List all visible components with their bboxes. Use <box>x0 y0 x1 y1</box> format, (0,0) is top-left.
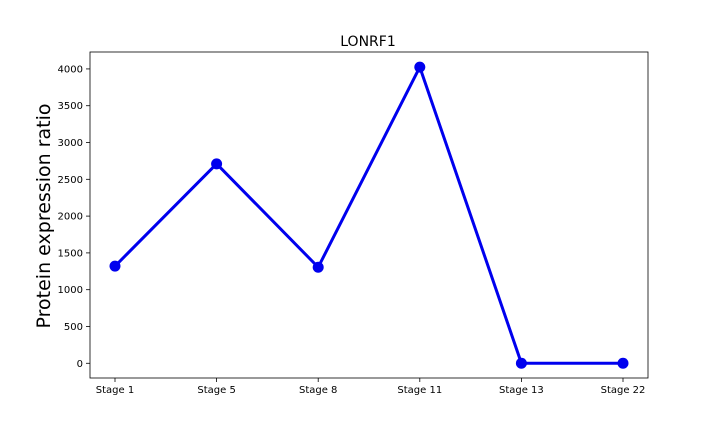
y-tick-label: 2000 <box>58 212 83 223</box>
x-tick-label: Stage 13 <box>499 385 544 396</box>
plot-area-frame <box>90 52 648 378</box>
chart-title: LONRF1 <box>340 34 395 50</box>
x-tick-label: Stage 22 <box>601 385 646 396</box>
y-tick-label: 3000 <box>58 138 83 149</box>
y-tick-label: 3500 <box>58 101 83 112</box>
data-point <box>211 158 222 169</box>
data-point <box>313 262 324 273</box>
y-axis-ticks: 0 500 1000 1500 2000 2500 3000 3500 4000 <box>58 64 90 369</box>
data-point <box>516 358 527 369</box>
series-layer <box>110 62 629 369</box>
y-tick-label: 0 <box>77 359 83 370</box>
series-line <box>115 67 623 363</box>
y-tick-label: 1500 <box>58 248 83 259</box>
y-tick-label: 500 <box>64 322 83 333</box>
data-point <box>618 358 629 369</box>
y-tick-label: 2500 <box>58 175 83 186</box>
data-point <box>414 62 425 73</box>
x-tick-label: Stage 1 <box>96 385 134 396</box>
x-axis-ticks: Stage 1 Stage 5 Stage 8 Stage 11 Stage 13 Sta… <box>96 378 646 396</box>
x-tick-label: Stage 5 <box>197 385 235 396</box>
y-axis-label: Protein expression ratio <box>33 104 55 329</box>
y-tick-label: 4000 <box>58 64 83 75</box>
x-tick-label: Stage 11 <box>397 385 442 396</box>
x-tick-label: Stage 8 <box>299 385 337 396</box>
data-point <box>110 261 121 272</box>
y-tick-label: 1000 <box>58 285 83 296</box>
